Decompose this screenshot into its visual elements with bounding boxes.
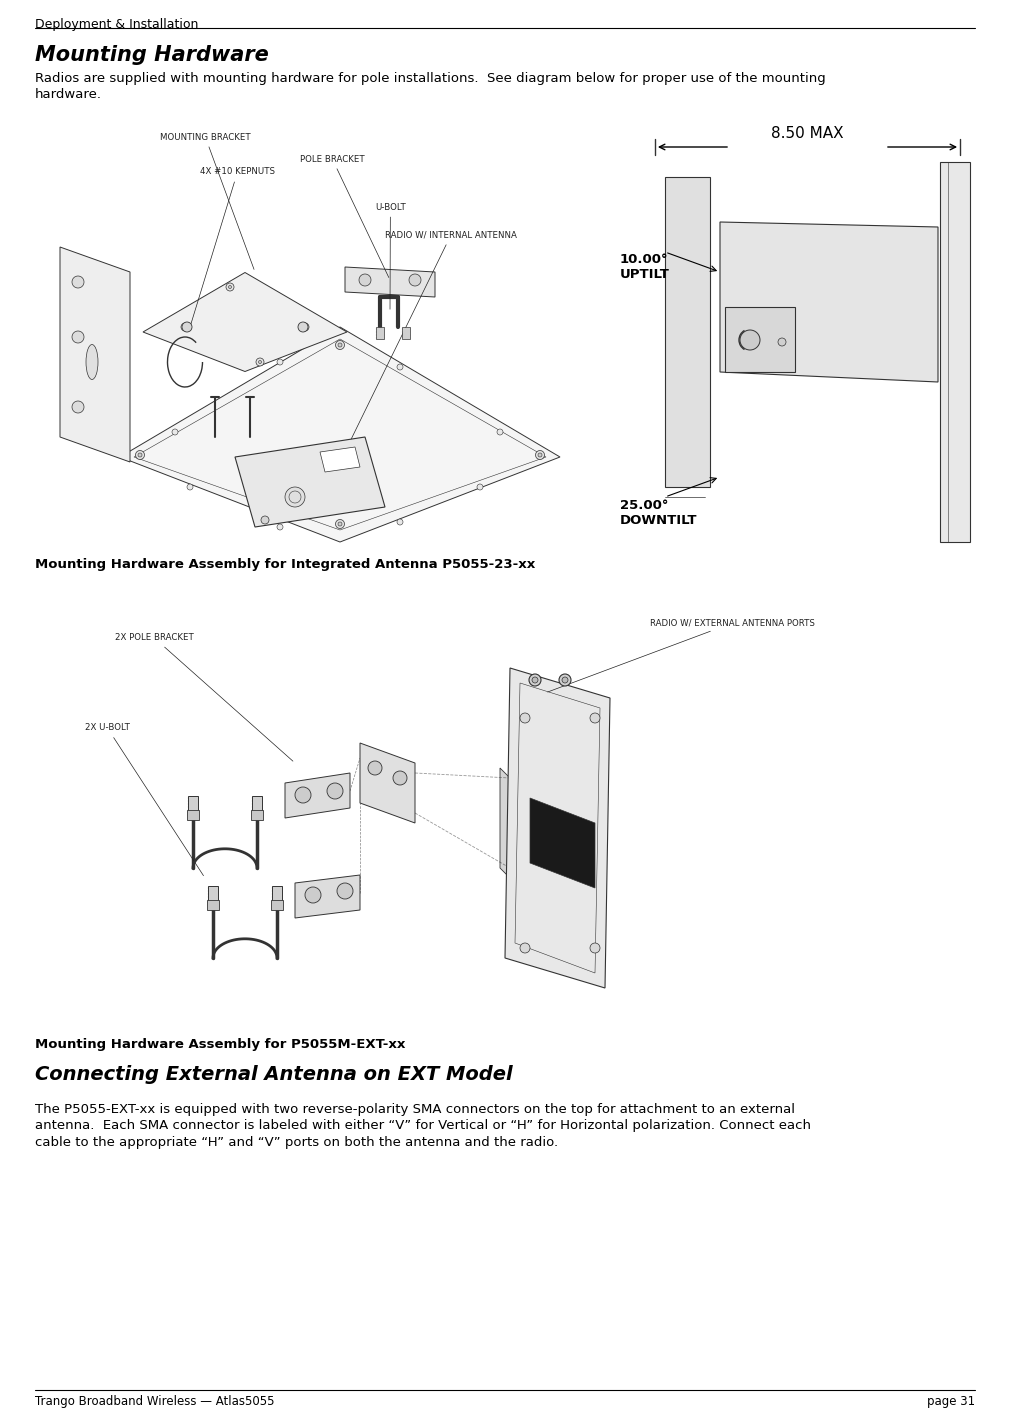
Text: 25.00°
DOWNTILT: 25.00° DOWNTILT: [620, 499, 698, 527]
Text: Connecting External Antenna on EXT Model: Connecting External Antenna on EXT Model: [35, 1066, 513, 1084]
Circle shape: [137, 453, 142, 458]
Text: Radios are supplied with mounting hardware for pole installations.  See diagram : Radios are supplied with mounting hardwa…: [35, 72, 826, 102]
Polygon shape: [60, 247, 130, 462]
Text: The P5055-EXT-xx is equipped with two reverse-polarity SMA connectors on the top: The P5055-EXT-xx is equipped with two re…: [35, 1102, 811, 1149]
Circle shape: [184, 326, 186, 329]
Polygon shape: [295, 876, 360, 918]
Circle shape: [536, 451, 545, 459]
Text: 10.00°
UPTILT: 10.00° UPTILT: [620, 254, 670, 281]
Bar: [188, 796, 198, 813]
Circle shape: [559, 674, 571, 686]
Text: Deployment & Installation: Deployment & Installation: [35, 18, 198, 31]
Polygon shape: [285, 774, 350, 818]
Circle shape: [261, 516, 269, 524]
Circle shape: [590, 713, 600, 723]
Text: RADIO W/ EXTERNAL ANTENNA PORTS: RADIO W/ EXTERNAL ANTENNA PORTS: [548, 618, 815, 691]
Ellipse shape: [86, 344, 98, 380]
Circle shape: [257, 359, 263, 366]
Circle shape: [529, 674, 541, 686]
Circle shape: [259, 360, 262, 364]
Polygon shape: [720, 222, 938, 383]
Polygon shape: [235, 436, 385, 527]
Circle shape: [397, 364, 403, 370]
Circle shape: [182, 322, 192, 332]
Polygon shape: [360, 743, 415, 823]
Circle shape: [181, 323, 189, 332]
Circle shape: [497, 429, 503, 435]
Circle shape: [590, 942, 600, 954]
Bar: [207, 900, 219, 910]
Polygon shape: [500, 768, 510, 879]
Circle shape: [72, 332, 84, 343]
Circle shape: [336, 520, 345, 529]
Bar: [187, 811, 199, 820]
Circle shape: [303, 326, 306, 329]
Circle shape: [336, 340, 345, 350]
Circle shape: [562, 677, 568, 683]
Circle shape: [397, 519, 403, 526]
Polygon shape: [320, 446, 360, 472]
Bar: [376, 327, 384, 339]
Text: 8.50 MAX: 8.50 MAX: [771, 126, 844, 142]
Circle shape: [187, 485, 193, 490]
Circle shape: [301, 323, 309, 332]
Circle shape: [256, 359, 264, 366]
Text: 4X #10 KEPNUTS: 4X #10 KEPNUTS: [191, 167, 275, 324]
Circle shape: [359, 273, 371, 286]
Circle shape: [305, 887, 321, 903]
Bar: [271, 900, 283, 910]
Text: Mounting Hardware: Mounting Hardware: [35, 45, 269, 65]
Bar: [252, 796, 262, 813]
Circle shape: [72, 276, 84, 288]
Bar: [402, 327, 410, 339]
Circle shape: [532, 677, 538, 683]
Circle shape: [538, 453, 542, 458]
Circle shape: [295, 786, 311, 803]
Circle shape: [228, 285, 232, 289]
Bar: [665, 177, 710, 487]
Circle shape: [337, 883, 353, 898]
Polygon shape: [506, 667, 610, 988]
Circle shape: [338, 343, 342, 347]
Text: MOUNTING BRACKET: MOUNTING BRACKET: [160, 133, 254, 269]
Text: POLE BRACKET: POLE BRACKET: [300, 154, 389, 278]
Circle shape: [298, 322, 308, 332]
Circle shape: [520, 942, 530, 954]
Text: Mounting Hardware Assembly for P5055M-EXT-xx: Mounting Hardware Assembly for P5055M-EX…: [35, 1039, 405, 1051]
Polygon shape: [345, 266, 435, 298]
Circle shape: [477, 485, 483, 490]
Polygon shape: [530, 798, 595, 888]
Circle shape: [368, 761, 382, 775]
Bar: [940, 162, 970, 541]
Circle shape: [338, 521, 342, 526]
Circle shape: [135, 451, 145, 459]
Circle shape: [778, 339, 786, 346]
Bar: [208, 886, 218, 904]
Polygon shape: [120, 327, 560, 541]
Circle shape: [277, 359, 283, 366]
Circle shape: [277, 524, 283, 530]
Text: 2X POLE BRACKET: 2X POLE BRACKET: [115, 633, 293, 761]
Text: RADIO W/ INTERNAL ANTENNA: RADIO W/ INTERNAL ANTENNA: [342, 231, 517, 459]
Polygon shape: [143, 272, 347, 371]
Bar: [725, 307, 795, 373]
Text: 2X U-BOLT: 2X U-BOLT: [85, 724, 203, 876]
Circle shape: [172, 429, 178, 435]
Circle shape: [393, 771, 407, 785]
Circle shape: [226, 283, 234, 290]
Circle shape: [520, 713, 530, 723]
Circle shape: [327, 784, 343, 799]
Text: U-BOLT: U-BOLT: [375, 203, 405, 309]
Circle shape: [409, 273, 421, 286]
Bar: [272, 886, 282, 904]
Circle shape: [740, 330, 760, 350]
Circle shape: [285, 487, 305, 507]
Circle shape: [72, 401, 84, 412]
Text: page 31: page 31: [927, 1394, 975, 1408]
Bar: [251, 811, 263, 820]
Text: Mounting Hardware Assembly for Integrated Antenna P5055-23-xx: Mounting Hardware Assembly for Integrate…: [35, 558, 535, 571]
Text: Trango Broadband Wireless — Atlas5055: Trango Broadband Wireless — Atlas5055: [35, 1394, 275, 1408]
